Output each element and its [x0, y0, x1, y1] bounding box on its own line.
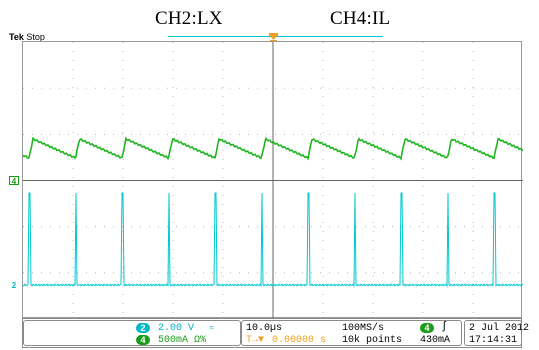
- ch4-ground-marker[interactable]: 4: [9, 176, 19, 186]
- ch2-scale: 2.00 V: [158, 323, 195, 334]
- scope-brand-status: Tek Stop: [9, 32, 45, 42]
- acquisition-status: Stop: [26, 32, 45, 42]
- scope-status-bar: 2 2.00 V ≈ 4 500mA Ω% 10.0µs T→▼ 0.00000…: [22, 318, 529, 348]
- trigger-delay: 0.00000 s: [272, 335, 327, 346]
- ch2-bandwidth-icon: ≈: [209, 324, 214, 333]
- ch4-badge[interactable]: 4: [136, 335, 150, 345]
- datetime-box: 2 Jul 2012 17:14:31: [464, 320, 529, 346]
- time-readout: 17:14:31: [469, 335, 518, 346]
- ch4-scale: 500mA Ω%: [158, 335, 207, 346]
- ch4-current-trace: [23, 136, 523, 161]
- record-length: 10k points: [342, 335, 403, 346]
- horizontal-scale: 10.0µs: [246, 323, 283, 334]
- trigger-level: 430mA: [420, 335, 451, 346]
- ch2-ground-marker[interactable]: 2: [9, 281, 19, 290]
- ch2-lx-trace: [23, 192, 523, 288]
- waveform-display[interactable]: [22, 41, 523, 319]
- annotation-ch4-il: CH4:IL: [330, 8, 391, 29]
- brand-label: Tek: [9, 32, 24, 42]
- trigger-source-badge[interactable]: 4: [420, 323, 434, 333]
- waveform-canvas: [23, 42, 523, 319]
- channel-settings-box: 2 2.00 V ≈ 4 500mA Ω%: [23, 320, 241, 346]
- trigger-slope-icon: ʃ: [441, 321, 448, 333]
- sample-rate: 100MS/s: [342, 323, 385, 334]
- trigger-delay-prefix: T→▼: [246, 335, 265, 346]
- graticule: [23, 42, 523, 319]
- timebase-box: 10.0µs T→▼ 0.00000 s 100MS/s 10k points …: [241, 320, 462, 346]
- annotation-ch2-lx: CH2:LX: [155, 8, 223, 29]
- ch2-badge[interactable]: 2: [136, 323, 150, 333]
- date-readout: 2 Jul 2012: [469, 323, 530, 334]
